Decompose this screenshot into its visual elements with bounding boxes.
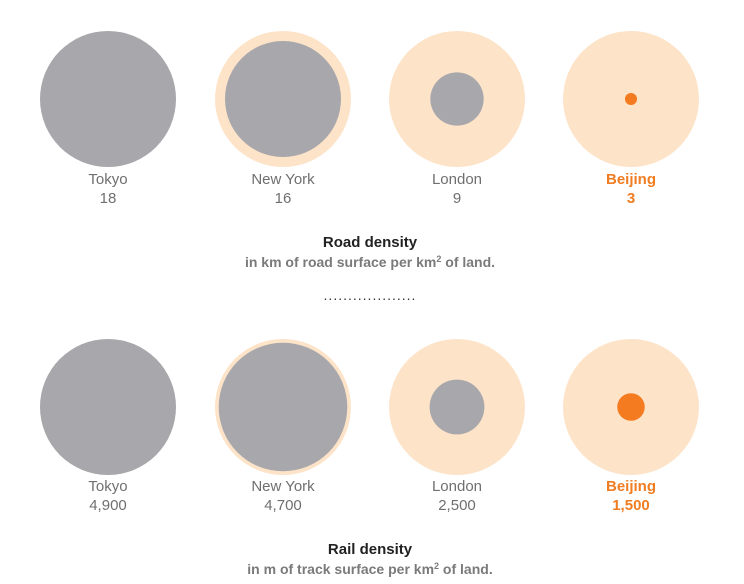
rail-city-label-tokyo: Tokyo	[88, 478, 127, 495]
rail-city-label-beijing: Beijing	[606, 478, 656, 495]
rail-city-label-new-york: New York	[251, 478, 315, 495]
section-divider: ...................	[324, 287, 417, 303]
road-value-circle-beijing	[624, 92, 638, 106]
rail-value-label-tokyo: 4,900	[89, 497, 127, 514]
road-value-label-tokyo: 18	[100, 190, 117, 207]
rail-value-circle-new-york	[218, 342, 348, 472]
road-value-circle-london	[430, 72, 484, 126]
road-value-label-london: 9	[453, 190, 461, 207]
rail-density-subtitle: in m of track surface per km2 of land.	[247, 561, 492, 577]
rail-density-title: Rail density	[328, 541, 413, 558]
rail-value-circle-beijing	[617, 393, 645, 421]
rail-value-label-new-york: 4,700	[264, 497, 302, 514]
rail-density-panel: Tokyo 4,900 New York 4,700 London 2,500 Beijin…	[40, 339, 699, 577]
road-value-label-new-york: 16	[275, 190, 292, 207]
road-density-panel: Tokyo 18 New York 16 London 9 Beijing 3 Road de…	[40, 31, 699, 270]
road-city-label-beijing: Beijing	[606, 171, 656, 188]
rail-value-circle-tokyo	[40, 339, 176, 475]
road-city-label-london: London	[432, 171, 482, 188]
rail-value-label-london: 2,500	[438, 497, 476, 514]
road-density-title: Road density	[323, 234, 418, 251]
road-density-subtitle: in km of road surface per km2 of land.	[245, 254, 495, 270]
road-value-circle-new-york	[224, 40, 342, 158]
rail-city-label-london: London	[432, 478, 482, 495]
rail-circles	[40, 339, 699, 475]
road-city-label-new-york: New York	[251, 171, 315, 188]
road-value-label-beijing: 3	[627, 190, 635, 207]
rail-value-circle-london	[429, 379, 485, 435]
road-value-circle-tokyo	[40, 31, 176, 167]
road-city-label-tokyo: Tokyo	[88, 171, 127, 188]
rail-value-label-beijing: 1,500	[612, 497, 650, 514]
road-circles	[40, 31, 699, 167]
road-labels: Tokyo 18 New York 16 London 9 Beijing 3	[88, 171, 656, 207]
rail-labels: Tokyo 4,900 New York 4,700 London 2,500 Beijin…	[88, 478, 656, 514]
